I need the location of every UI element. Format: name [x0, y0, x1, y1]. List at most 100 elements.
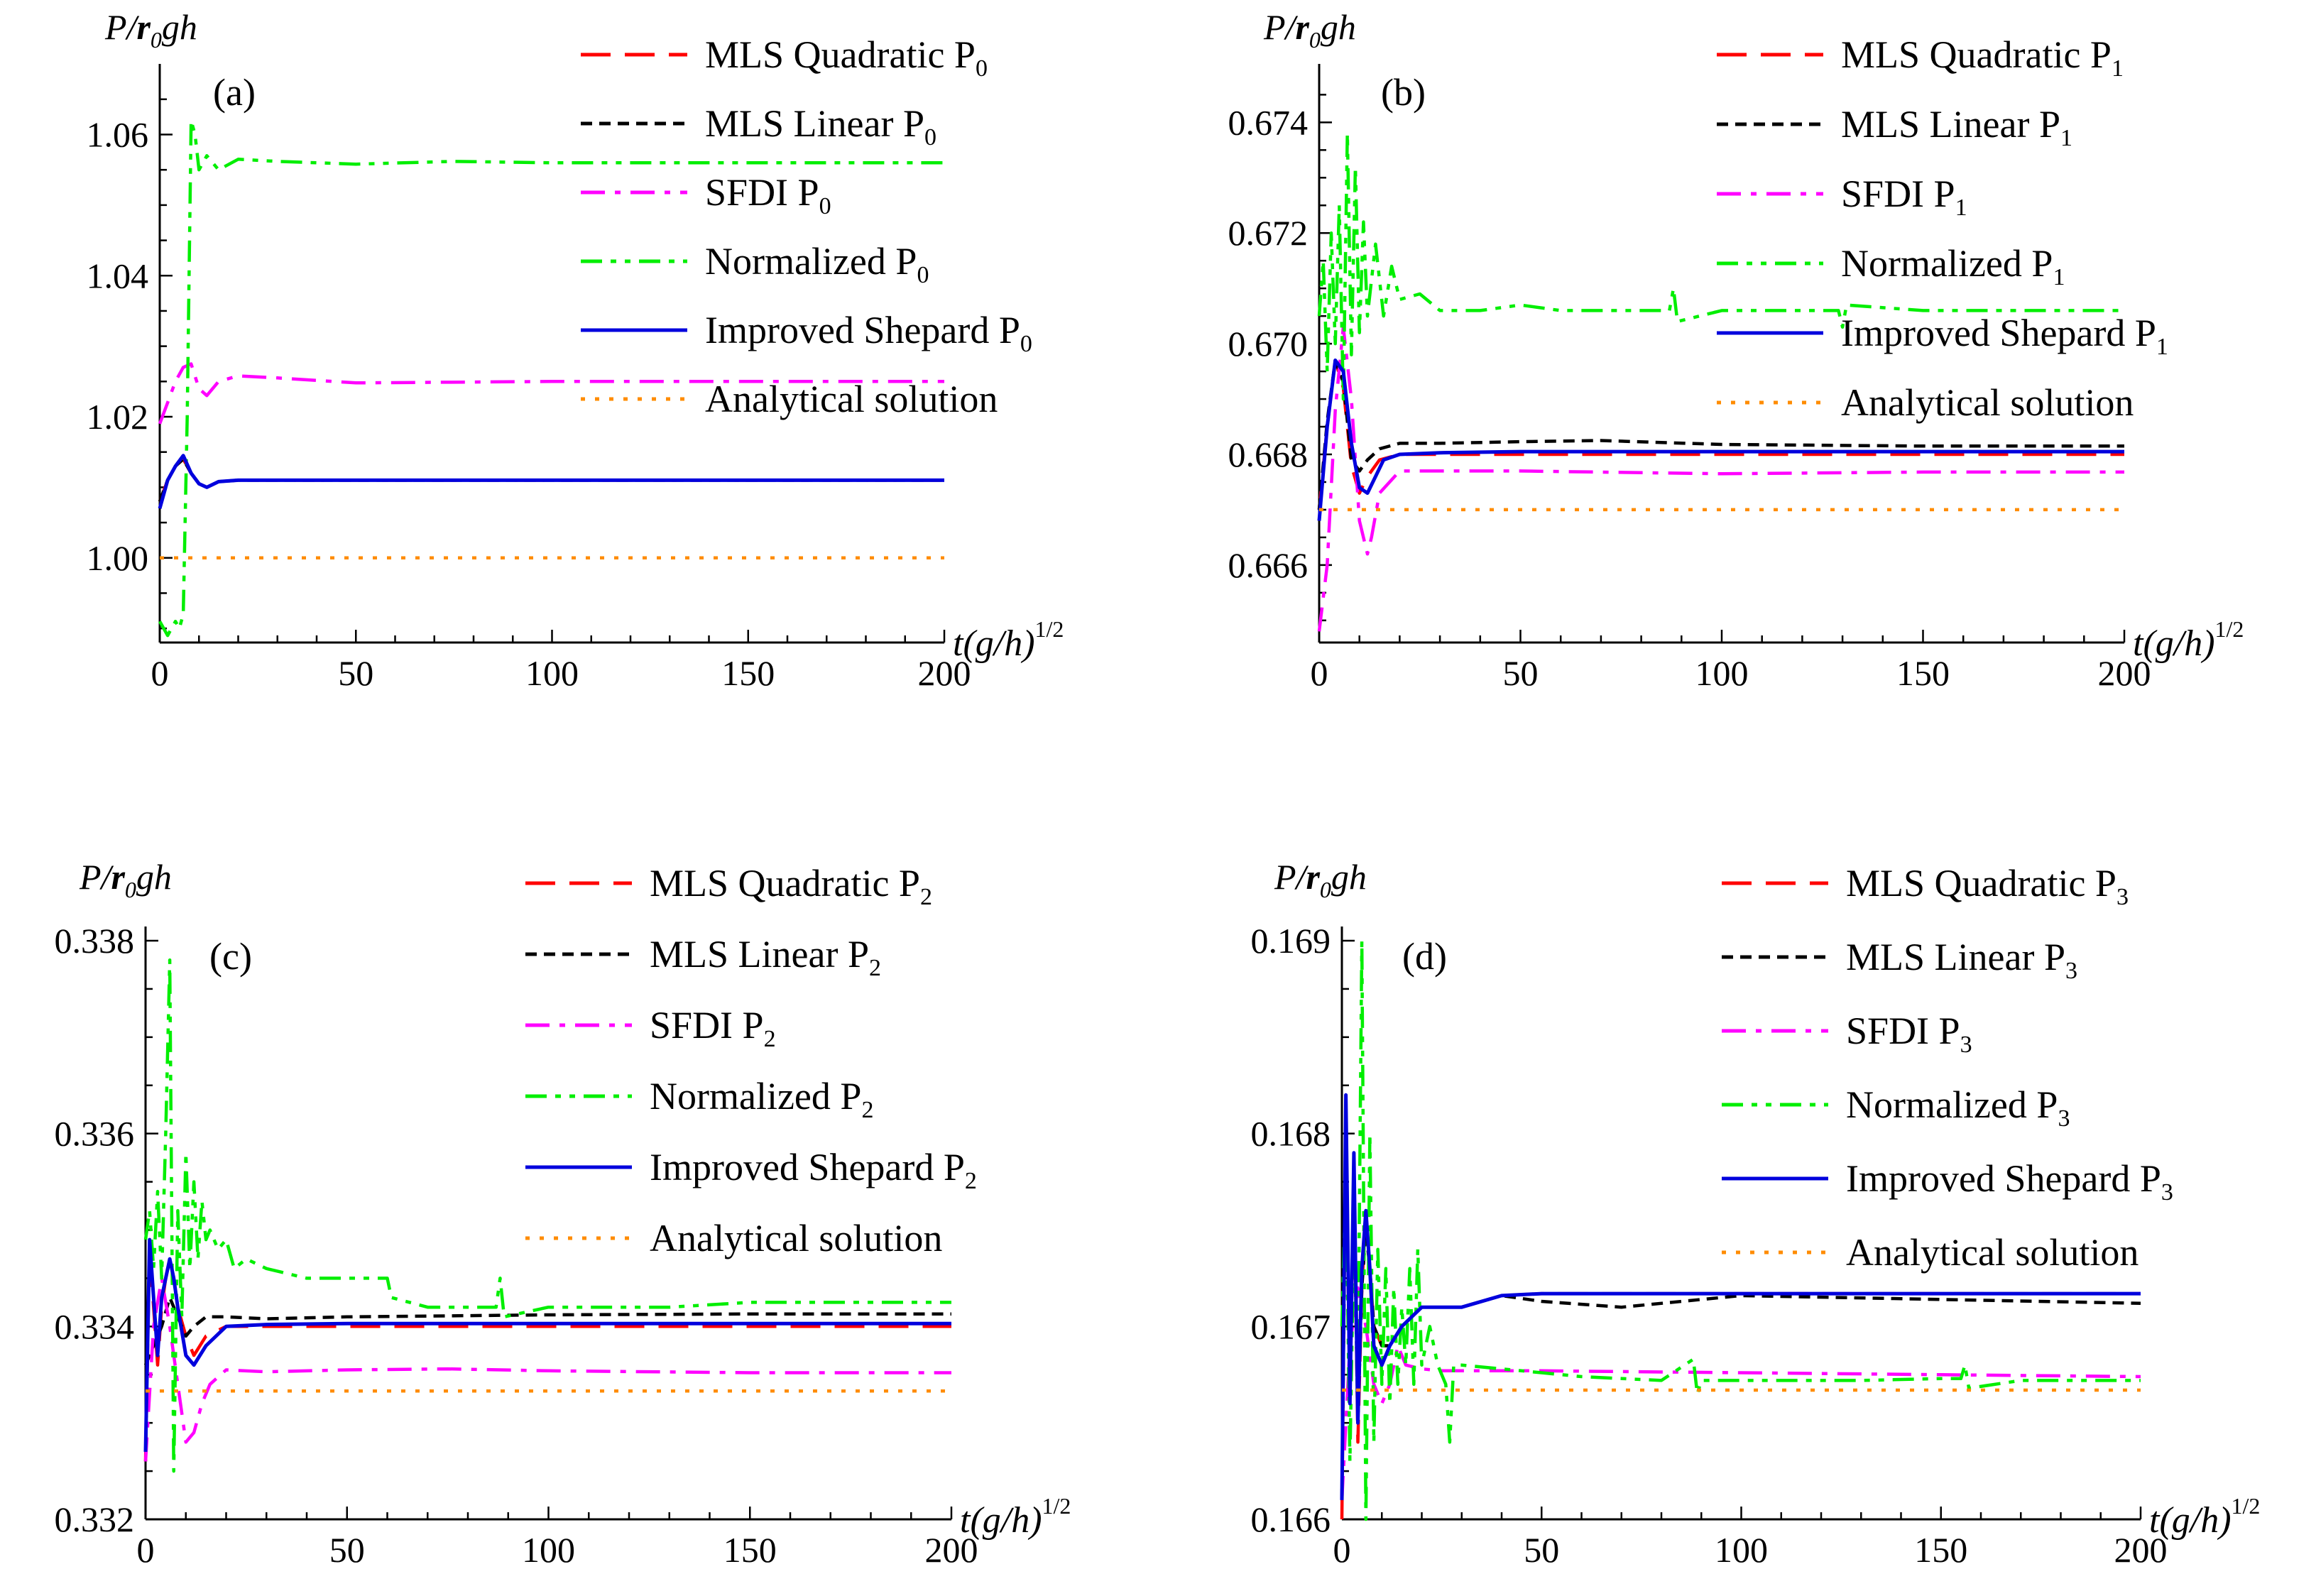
legend-label-improved_shepard: Improved Shepard P0	[705, 309, 1032, 357]
y-axis-label: P/r0gh	[104, 7, 197, 53]
x-tick-label: 150	[723, 1530, 777, 1570]
legend: MLS Quadratic P2 MLS Linear P2 SFDI P2 Norm…	[525, 862, 977, 1259]
legend-label-mls_quadratic: MLS Quadratic P2	[650, 862, 932, 910]
x-tick-label: 0	[151, 653, 169, 693]
legend-label-mls_linear: MLS Linear P2	[650, 933, 881, 981]
legend-label-sfdi: SFDI P3	[1846, 1010, 1972, 1058]
series-line-sfdi	[1340, 1286, 2141, 1500]
legend-label-mls_quadratic: MLS Quadratic P0	[705, 33, 988, 82]
y-tick-label: 1.04	[87, 256, 149, 295]
legend-label-mls_quadratic: MLS Quadratic P3	[1846, 862, 2129, 910]
panel-label: (d)	[1402, 935, 1447, 978]
y-tick-label: 1.06	[87, 115, 149, 155]
legend-label-improved_shepard: Improved Shepard P2	[650, 1146, 977, 1194]
series-line-mls_quadratic	[143, 1247, 951, 1462]
series-line-improved_shepard	[1317, 359, 2124, 521]
series-line-normalized	[158, 119, 944, 638]
panel-c: 0 50 100 150 200 0.332 0.334 0.336 0.338 P/r0gh t(…	[55, 857, 1071, 1570]
legend-label-normalized: Normalized P1	[1841, 242, 2065, 290]
series-line-normalized	[1317, 131, 2124, 401]
series-line-normalized	[143, 958, 951, 1473]
x-axis-label: t(g/h)1/2	[953, 616, 1064, 664]
x-tick-label: 100	[525, 653, 579, 693]
panel-b: 0 50 100 150 200 0.666 0.668 0.670 0.672 0.674 P/r…	[1228, 7, 2244, 693]
series-line-improved_shepard	[143, 1237, 951, 1452]
x-tick-label: 50	[329, 1530, 365, 1570]
legend-label-normalized: Normalized P0	[705, 240, 929, 288]
x-tick-label: 200	[918, 653, 971, 693]
legend-label-improved_shepard: Improved Shepard P1	[1841, 312, 2168, 360]
y-axis-label: P/r0gh	[79, 857, 172, 902]
x-tick-label: 50	[1503, 653, 1539, 693]
legend-label-sfdi: SFDI P2	[650, 1004, 776, 1052]
series-line-improved_shepard	[1340, 1093, 2141, 1500]
x-axis-label: t(g/h)1/2	[960, 1493, 1071, 1541]
plot-area	[143, 958, 951, 1473]
series-line-sfdi	[158, 362, 944, 425]
y-tick-label: 0.169	[1251, 921, 1331, 961]
y-tick-label: 0.672	[1228, 213, 1309, 253]
x-tick-label: 100	[522, 1530, 575, 1570]
plot-area	[1340, 939, 2141, 1521]
panel-label: (c)	[209, 935, 252, 978]
legend: MLS Quadratic P0 MLS Linear P0 SFDI P0 Norm…	[581, 33, 1032, 420]
y-tick-label: 0.167	[1251, 1306, 1331, 1346]
x-tick-label: 150	[721, 653, 775, 693]
y-axis-label: P/r0gh	[1263, 7, 1356, 53]
series-line-mls_linear	[143, 1296, 951, 1366]
y-tick-label: 1.00	[87, 538, 149, 578]
y-tick-label: 0.168	[1251, 1114, 1331, 1154]
legend-label-sfdi: SFDI P0	[705, 171, 831, 219]
y-tick-label: 0.332	[55, 1499, 135, 1539]
y-tick-label: 0.166	[1251, 1499, 1331, 1539]
x-tick-label: 150	[1896, 653, 1950, 693]
panel-label: (b)	[1381, 71, 1426, 114]
legend-label-mls_linear: MLS Linear P3	[1846, 936, 2077, 984]
x-axis-label: t(g/h)1/2	[2149, 1493, 2260, 1541]
series-line-sfdi	[1317, 325, 2124, 632]
panel-label: (a)	[213, 71, 256, 114]
plot-area	[158, 119, 944, 638]
legend-label-mls_linear: MLS Linear P1	[1841, 103, 2072, 151]
x-tick-label: 100	[1715, 1530, 1768, 1570]
legend-label-analytical: Analytical solution	[1846, 1231, 2139, 1274]
panel-a: 0 50 100 150 200 1.00 1.02 1.04 1.06 P/r0gh t(g/h)…	[87, 7, 1064, 693]
y-tick-label: 1.02	[87, 397, 149, 437]
x-tick-label: 200	[2114, 1530, 2168, 1570]
legend-label-analytical: Analytical solution	[705, 378, 998, 420]
y-axis-label: P/r0gh	[1274, 857, 1367, 902]
legend: MLS Quadratic P3 MLS Linear P3 SFDI P3 Norm…	[1722, 862, 2173, 1274]
panel-d: 0 50 100 150 200 0.166 0.167 0.168 0.169 P/r0gh t(…	[1251, 857, 2261, 1570]
plot-area	[1317, 131, 2124, 632]
x-tick-label: 200	[2098, 653, 2151, 693]
legend-label-sfdi: SFDI P1	[1841, 173, 1967, 221]
x-tick-label: 50	[1524, 1530, 1559, 1570]
x-tick-label: 200	[925, 1530, 978, 1570]
x-tick-label: 150	[1914, 1530, 1967, 1570]
legend: MLS Quadratic P1 MLS Linear P1 SFDI P1 Norm…	[1717, 33, 2168, 424]
x-tick-label: 50	[338, 653, 373, 693]
y-tick-label: 0.334	[55, 1306, 135, 1346]
legend-label-normalized: Normalized P3	[1846, 1083, 2070, 1132]
x-tick-label: 0	[1311, 653, 1328, 693]
legend-label-mls_quadratic: MLS Quadratic P1	[1841, 33, 2124, 82]
series-line-sfdi	[143, 1277, 951, 1462]
x-axis-label: t(g/h)1/2	[2133, 616, 2244, 664]
x-tick-label: 100	[1695, 653, 1749, 693]
legend-label-mls_linear: MLS Linear P0	[705, 102, 936, 151]
legend-label-normalized: Normalized P2	[650, 1075, 873, 1123]
legend-label-analytical: Analytical solution	[1841, 381, 2134, 424]
x-tick-label: 0	[1333, 1530, 1351, 1570]
legend-label-improved_shepard: Improved Shepard P3	[1846, 1157, 2173, 1206]
y-tick-label: 0.670	[1228, 324, 1309, 364]
y-tick-label: 0.674	[1228, 102, 1309, 142]
series-line-normalized	[1340, 939, 2141, 1521]
y-tick-label: 0.668	[1228, 434, 1309, 474]
legend-label-analytical: Analytical solution	[650, 1217, 942, 1259]
series-line-improved_shepard	[158, 454, 944, 509]
y-tick-label: 0.336	[55, 1114, 135, 1154]
x-tick-label: 0	[137, 1530, 155, 1570]
y-tick-label: 0.666	[1228, 545, 1309, 585]
y-tick-label: 0.338	[55, 921, 135, 961]
